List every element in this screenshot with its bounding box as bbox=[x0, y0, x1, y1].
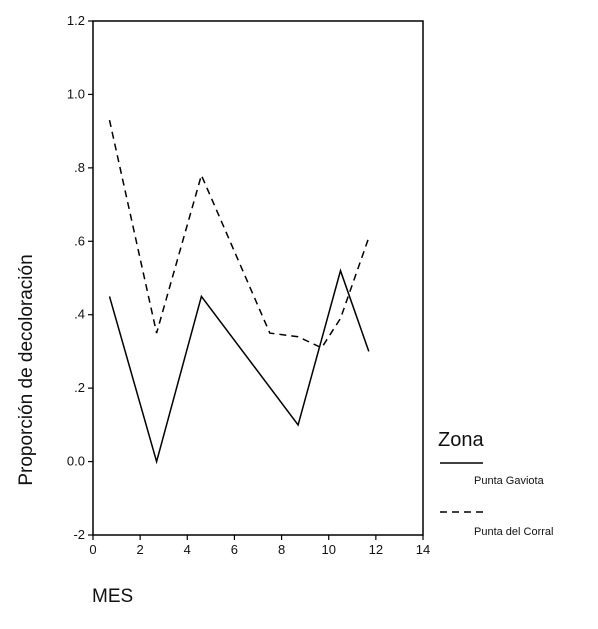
x-tick-label: 10 bbox=[321, 542, 335, 557]
y-axis-title: Proporción de decoloración bbox=[16, 254, 37, 485]
y-tick-label: 1.0 bbox=[67, 86, 85, 101]
x-tick-label: 6 bbox=[231, 542, 238, 557]
x-tick-label: 8 bbox=[278, 542, 285, 557]
series-line-punta-gaviota bbox=[108, 268, 370, 465]
x-axis-title: MES bbox=[92, 586, 133, 607]
x-axis: 0 2 4 6 8 10 12 14 bbox=[89, 535, 430, 557]
legend-title: Zona bbox=[438, 429, 484, 451]
legend-label-punta-del-corral: Punta del Corral bbox=[474, 526, 554, 538]
y-tick-label: .2 bbox=[74, 380, 85, 395]
legend: Zona Punta Gaviota Punta del Corral bbox=[438, 429, 554, 538]
series-layer bbox=[108, 119, 370, 465]
y-tick-label: .4 bbox=[74, 307, 85, 322]
x-tick-label: 0 bbox=[89, 542, 96, 557]
x-tick-label: 14 bbox=[416, 542, 430, 557]
x-tick-label: 4 bbox=[184, 542, 191, 557]
y-axis: -2 0.0 .2 .4 .6 .8 1.0 1.2 bbox=[67, 13, 93, 542]
y-tick-label: 0.0 bbox=[67, 454, 85, 469]
y-tick-label: .6 bbox=[74, 233, 85, 248]
x-tick-label: 12 bbox=[369, 542, 383, 557]
x-tick-label: 2 bbox=[137, 542, 144, 557]
y-tick-label: .8 bbox=[74, 160, 85, 175]
legend-label-punta-gaviota: Punta Gaviota bbox=[474, 475, 545, 487]
series-line-punta-del-corral bbox=[108, 119, 370, 349]
y-tick-label: -2 bbox=[73, 527, 85, 542]
y-tick-label: 1.2 bbox=[67, 13, 85, 28]
plot-frame bbox=[92, 20, 424, 536]
